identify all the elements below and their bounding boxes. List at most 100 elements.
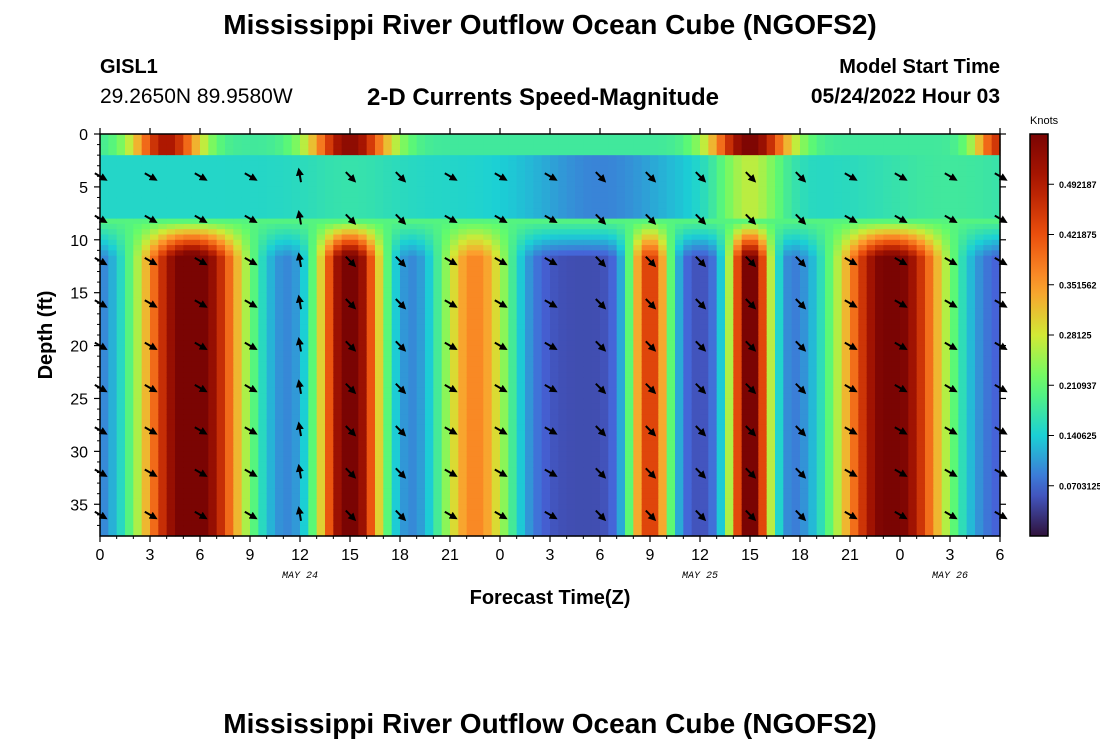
heatmap-cell xyxy=(233,134,243,140)
heatmap-cell xyxy=(608,350,618,357)
heatmap-cell xyxy=(600,419,609,426)
heatmap-cell xyxy=(475,218,484,225)
heatmap-cell xyxy=(475,292,484,299)
heatmap-cell xyxy=(300,472,309,479)
heatmap-cell xyxy=(191,303,201,310)
heatmap-cell xyxy=(316,467,326,474)
heatmap-cell xyxy=(483,504,493,511)
heatmap-cell xyxy=(208,356,218,363)
heatmap-cell xyxy=(541,165,551,172)
heatmap-cell xyxy=(208,303,218,310)
heatmap-cell xyxy=(325,424,334,431)
heatmap-cell xyxy=(183,409,193,415)
heatmap-cell xyxy=(591,520,601,527)
heatmap-cell xyxy=(158,435,168,442)
heatmap-cell xyxy=(450,414,459,421)
heatmap-cell xyxy=(150,197,159,204)
heatmap-cell xyxy=(216,160,226,167)
heatmap-cell xyxy=(175,181,184,188)
heatmap-cell xyxy=(558,509,568,516)
heatmap-cell xyxy=(441,387,451,394)
heatmap-cell xyxy=(458,250,468,257)
heatmap-cell xyxy=(191,493,201,500)
heatmap-cell xyxy=(391,403,401,410)
heatmap-cell xyxy=(575,266,584,273)
heatmap-cell xyxy=(533,472,543,479)
heatmap-cell xyxy=(483,356,493,363)
heatmap-cell xyxy=(266,329,276,336)
heatmap-cell xyxy=(308,202,318,209)
heatmap-cell xyxy=(350,292,359,299)
heatmap-cell xyxy=(166,160,176,167)
heatmap-cell xyxy=(250,451,259,458)
heatmap-cell xyxy=(466,372,476,378)
heatmap-cell xyxy=(408,313,418,320)
heatmap-cell xyxy=(100,149,109,156)
heatmap-cell xyxy=(283,149,293,156)
heatmap-cell xyxy=(483,287,493,294)
heatmap-cell xyxy=(258,514,268,521)
heatmap-cell xyxy=(375,451,384,458)
heatmap-cell xyxy=(208,398,218,405)
heatmap-cell xyxy=(575,229,584,236)
heatmap-cell xyxy=(408,218,418,225)
heatmap-cell xyxy=(116,239,126,246)
heatmap-cell xyxy=(366,372,376,378)
heatmap-cell xyxy=(166,504,176,511)
heatmap-cell xyxy=(425,160,434,167)
heatmap-cell xyxy=(408,266,418,273)
heatmap-cell xyxy=(483,149,493,156)
heatmap-cell xyxy=(458,340,468,347)
heatmap-cell xyxy=(458,144,468,151)
heatmap-cell xyxy=(600,509,609,516)
heatmap-cell xyxy=(616,197,626,204)
heatmap-cell xyxy=(550,530,559,537)
heatmap-cell xyxy=(625,419,634,426)
heatmap-cell xyxy=(558,361,568,368)
heatmap-cell xyxy=(516,409,526,415)
heatmap-cell xyxy=(266,287,276,294)
heatmap-cell xyxy=(383,361,393,368)
heatmap-cell xyxy=(425,493,434,500)
heatmap-cell xyxy=(541,440,551,447)
heatmap-cell xyxy=(633,266,643,273)
heatmap-cell xyxy=(233,319,243,326)
heatmap-cell xyxy=(558,398,568,405)
heatmap-cell xyxy=(133,165,143,172)
heatmap-cell xyxy=(108,403,118,410)
heatmap-cell xyxy=(100,139,109,146)
heatmap-cell xyxy=(125,451,134,458)
heatmap-cell xyxy=(258,377,268,384)
heatmap-cell xyxy=(333,372,343,378)
heatmap-cell xyxy=(166,186,176,193)
heatmap-cell xyxy=(333,329,343,336)
heatmap-cell xyxy=(175,424,184,431)
heatmap-cell xyxy=(341,186,351,193)
heatmap-cell xyxy=(483,520,493,527)
heatmap-cell xyxy=(416,340,426,347)
heatmap-cell xyxy=(333,430,343,437)
heatmap-cell xyxy=(141,398,151,405)
heatmap-cell xyxy=(241,345,251,352)
heatmap-cell xyxy=(508,308,518,315)
heatmap-cell xyxy=(458,255,468,262)
heatmap-cell xyxy=(325,382,334,389)
heatmap-cell xyxy=(558,366,568,373)
heatmap-cell xyxy=(500,493,509,500)
heatmap-cell xyxy=(433,223,443,230)
heatmap-cell xyxy=(358,144,368,151)
heatmap-cell xyxy=(350,308,359,315)
heatmap-cell xyxy=(400,409,409,415)
heatmap-cell xyxy=(458,223,468,230)
heatmap-cell xyxy=(525,155,534,162)
heatmap-cell xyxy=(366,234,376,241)
heatmap-cell xyxy=(616,467,626,474)
heatmap-cell xyxy=(108,435,118,442)
heatmap-cell xyxy=(258,350,268,357)
heatmap-cell xyxy=(200,419,209,426)
heatmap-cell xyxy=(366,419,376,426)
heatmap-cell xyxy=(633,414,643,421)
heatmap-cell xyxy=(466,467,476,474)
heatmap-cell xyxy=(241,218,251,225)
heatmap-cell xyxy=(608,181,618,188)
